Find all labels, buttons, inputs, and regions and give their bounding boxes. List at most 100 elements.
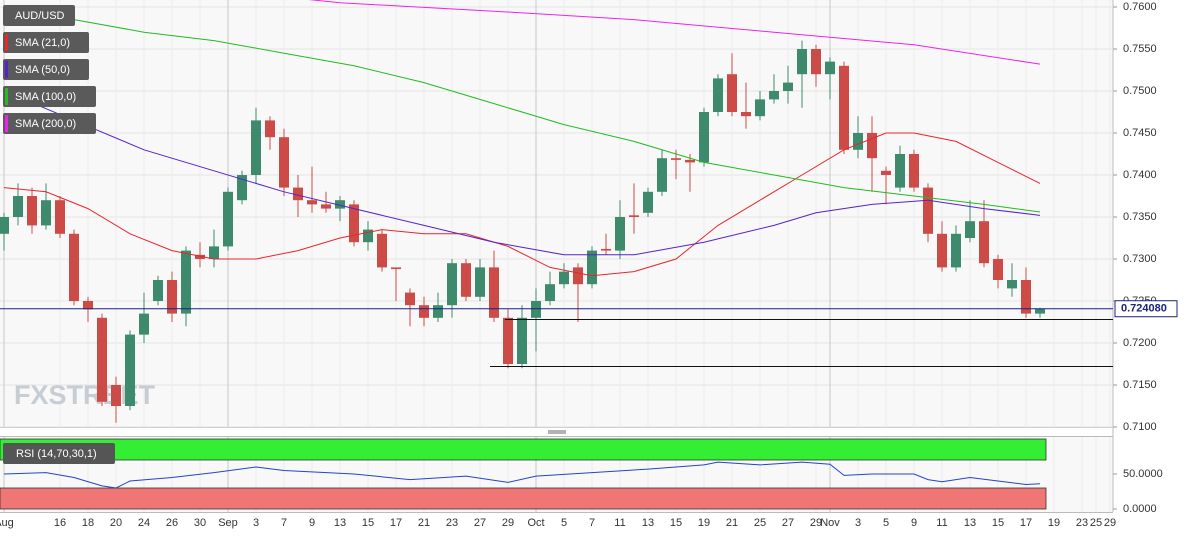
candle-body	[685, 159, 695, 163]
legend-label: SMA (100,0)	[15, 91, 76, 103]
splitter[interactable]	[548, 430, 566, 434]
candle-body	[475, 267, 485, 297]
x-tick-label: Oct	[527, 517, 544, 529]
legend-swatch	[5, 61, 8, 78]
candle-body	[811, 49, 821, 75]
x-tick-label: Nov	[820, 517, 840, 529]
candle-body	[447, 263, 457, 306]
candle-body	[783, 82, 793, 91]
candle-body	[531, 301, 541, 318]
y-tick-label: 0.7600	[1123, 1, 1157, 13]
x-tick-label: 26	[166, 517, 178, 529]
candle-body	[615, 217, 625, 251]
legend-swatch	[5, 115, 8, 132]
candle-body	[965, 221, 975, 238]
candle-body	[321, 204, 331, 209]
y-tick-label: 0.7400	[1123, 169, 1157, 181]
x-tick-label: 15	[670, 517, 682, 529]
legend-box	[3, 59, 89, 80]
candle-body	[41, 200, 51, 226]
candle-body	[279, 137, 289, 188]
legend-swatch	[5, 88, 8, 105]
candle-body	[335, 200, 345, 209]
candle-body	[741, 112, 751, 117]
x-tick-label: 21	[726, 517, 738, 529]
x-tick-label: 29	[810, 517, 822, 529]
candle-body	[629, 215, 639, 217]
y-tick-label: 0.7300	[1123, 253, 1157, 265]
sma-line	[3, 132, 1041, 277]
legend-label: SMA (200,0)	[15, 118, 76, 130]
x-tick-label: 17	[390, 517, 402, 529]
candle-body	[503, 317, 513, 364]
candle-body	[125, 334, 135, 406]
candle-body	[517, 317, 527, 364]
x-tick-label: 11	[936, 517, 947, 529]
candle-body	[755, 99, 765, 117]
candle-body	[195, 254, 205, 259]
candle-body	[111, 385, 121, 406]
candle-body	[867, 133, 877, 159]
x-tick-label: 23	[1076, 517, 1088, 529]
rsi-band	[0, 438, 1047, 461]
candle-body	[923, 187, 933, 234]
candle-body	[153, 280, 163, 301]
candle-body	[909, 154, 919, 188]
last-price-label: 0.724080	[1121, 303, 1167, 315]
candle-body	[83, 301, 93, 310]
x-tick-label: 18	[82, 517, 94, 529]
x-tick-label: 19	[698, 517, 710, 529]
candle-body	[769, 91, 779, 100]
rsi-title: RSI (14,70,30,1)	[16, 448, 97, 460]
candle-body	[671, 158, 681, 160]
x-tick-label: 29	[1104, 517, 1116, 529]
x-tick-label: 29	[502, 517, 514, 529]
candle-body	[895, 154, 905, 188]
candle-body	[699, 112, 709, 163]
candle-body	[181, 250, 191, 314]
candle-body	[377, 233, 387, 268]
x-tick-label: 27	[474, 517, 486, 529]
candle-body	[979, 221, 989, 264]
candle-body	[1007, 280, 1017, 289]
candle-body	[853, 133, 863, 150]
x-tick-label: 5	[883, 517, 889, 529]
x-tick-label: 25	[1090, 517, 1102, 529]
x-tick-label: 20	[110, 517, 122, 529]
legend-label: SMA (50,0)	[15, 64, 70, 76]
candle-body	[839, 65, 849, 150]
candle-body	[727, 74, 737, 112]
sma-line	[3, 6, 1041, 213]
x-tick-label: 21	[418, 517, 430, 529]
y-tick-label: 0.7450	[1123, 127, 1157, 139]
rsi-line	[3, 461, 1041, 489]
x-tick-label: 5	[561, 517, 567, 529]
y-tick-label: 0.7500	[1123, 85, 1157, 97]
x-tick-label: 25	[754, 517, 766, 529]
candle-body	[587, 250, 597, 285]
candle-body	[223, 191, 233, 247]
legend-box	[3, 443, 115, 464]
candle-body	[293, 187, 303, 201]
candle-body	[405, 292, 415, 306]
candle-body	[13, 196, 23, 217]
x-tick-label: 13	[964, 517, 976, 529]
candle-body	[69, 233, 79, 301]
x-tick-label: 27	[782, 517, 794, 529]
candle-body	[139, 313, 149, 335]
x-tick-label: 3	[855, 517, 861, 529]
x-tick-label: 19	[1048, 517, 1060, 529]
candle-body	[307, 200, 317, 205]
legend-box	[3, 86, 96, 107]
y-tick-label: 0.7150	[1123, 379, 1157, 391]
candle-body	[1035, 308, 1045, 314]
x-tick-label: 13	[642, 517, 654, 529]
candle-body	[951, 233, 961, 268]
x-tick-label: 13	[334, 517, 346, 529]
candle-body	[0, 217, 9, 234]
sma-line	[3, 90, 1041, 256]
x-tick-label: 3	[253, 517, 259, 529]
x-tick-label: 11	[614, 517, 625, 529]
x-tick-label: 16	[54, 517, 66, 529]
